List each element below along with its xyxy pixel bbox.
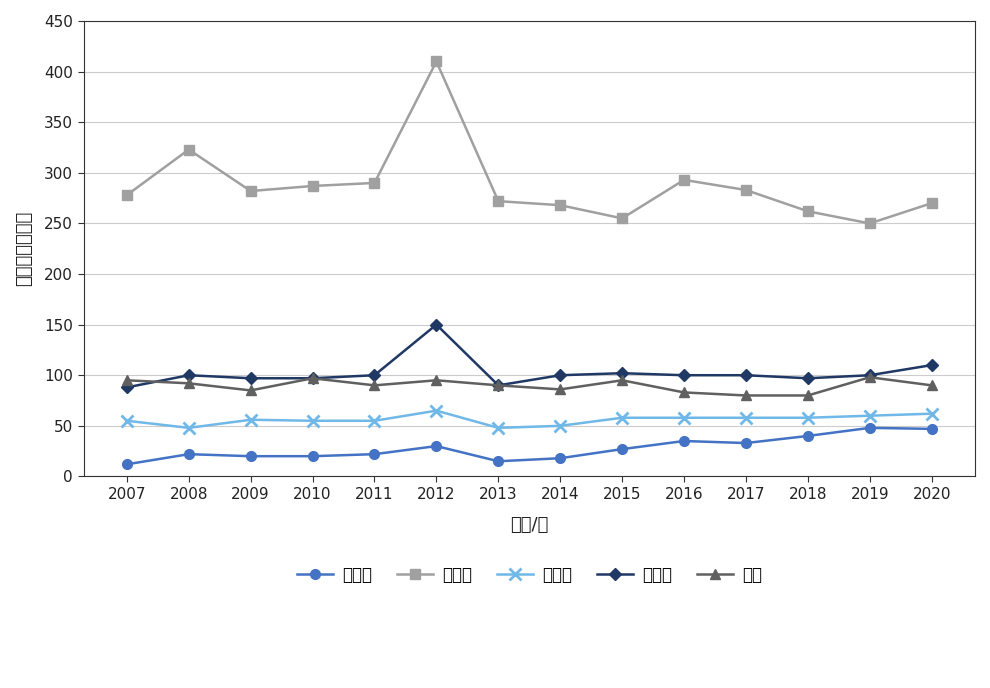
Legend: 中国；, 美国；, 德国；, 日本；, 法国: 中国；, 美国；, 德国；, 日本；, 法国 [288,558,770,592]
Y-axis label: 品牌国际影响力: 品牌国际影响力 [15,211,33,286]
日本； [926,361,938,369]
美国； [802,207,814,215]
法国 [740,391,751,400]
法国 [864,373,876,381]
日本； [802,374,814,383]
中国； [802,432,814,440]
日本； [121,383,133,391]
Line: 德国；: 德国； [122,405,938,433]
法国 [368,381,380,389]
德国； [183,424,195,432]
美国； [616,214,628,222]
日本； [183,371,195,379]
德国； [926,409,938,418]
法国 [926,381,938,389]
法国 [183,379,195,387]
法国 [431,376,443,385]
法国 [307,374,319,383]
日本； [678,371,690,379]
中国； [554,454,566,462]
日本； [616,369,628,377]
中国； [245,452,256,460]
X-axis label: 时间/年: 时间/年 [510,516,548,534]
美国； [183,145,195,153]
德国； [616,413,628,422]
中国； [307,452,319,460]
法国 [492,381,504,389]
中国； [431,442,443,450]
Line: 日本；: 日本； [123,321,936,391]
日本； [492,381,504,389]
德国； [492,424,504,432]
德国； [368,417,380,425]
日本； [245,374,256,383]
中国； [492,457,504,465]
中国； [926,424,938,433]
中国； [183,450,195,458]
中国； [616,445,628,453]
德国； [678,413,690,422]
美国； [554,201,566,209]
美国； [864,219,876,228]
中国； [368,450,380,458]
法国 [802,391,814,400]
日本； [554,371,566,379]
德国； [740,413,751,422]
美国； [368,179,380,187]
法国 [245,386,256,394]
美国； [245,187,256,195]
德国； [431,407,443,415]
法国 [616,376,628,385]
美国； [431,57,443,65]
中国； [121,460,133,469]
日本； [368,371,380,379]
日本； [740,371,751,379]
德国； [864,411,876,420]
中国； [864,424,876,432]
法国 [678,388,690,396]
美国； [121,191,133,200]
中国； [678,437,690,445]
德国； [802,413,814,422]
Line: 中国；: 中国； [122,423,937,469]
中国； [740,439,751,447]
美国； [926,199,938,207]
法国 [121,376,133,385]
Line: 美国；: 美国； [122,56,937,228]
德国； [121,417,133,425]
法国 [554,385,566,394]
德国； [307,417,319,425]
日本； [307,374,319,383]
德国； [245,416,256,424]
德国； [554,422,566,430]
美国； [740,186,751,194]
美国； [492,197,504,205]
美国； [678,175,690,184]
美国； [307,182,319,190]
Line: 法国: 法国 [122,372,937,400]
日本； [864,371,876,379]
日本； [431,321,443,329]
